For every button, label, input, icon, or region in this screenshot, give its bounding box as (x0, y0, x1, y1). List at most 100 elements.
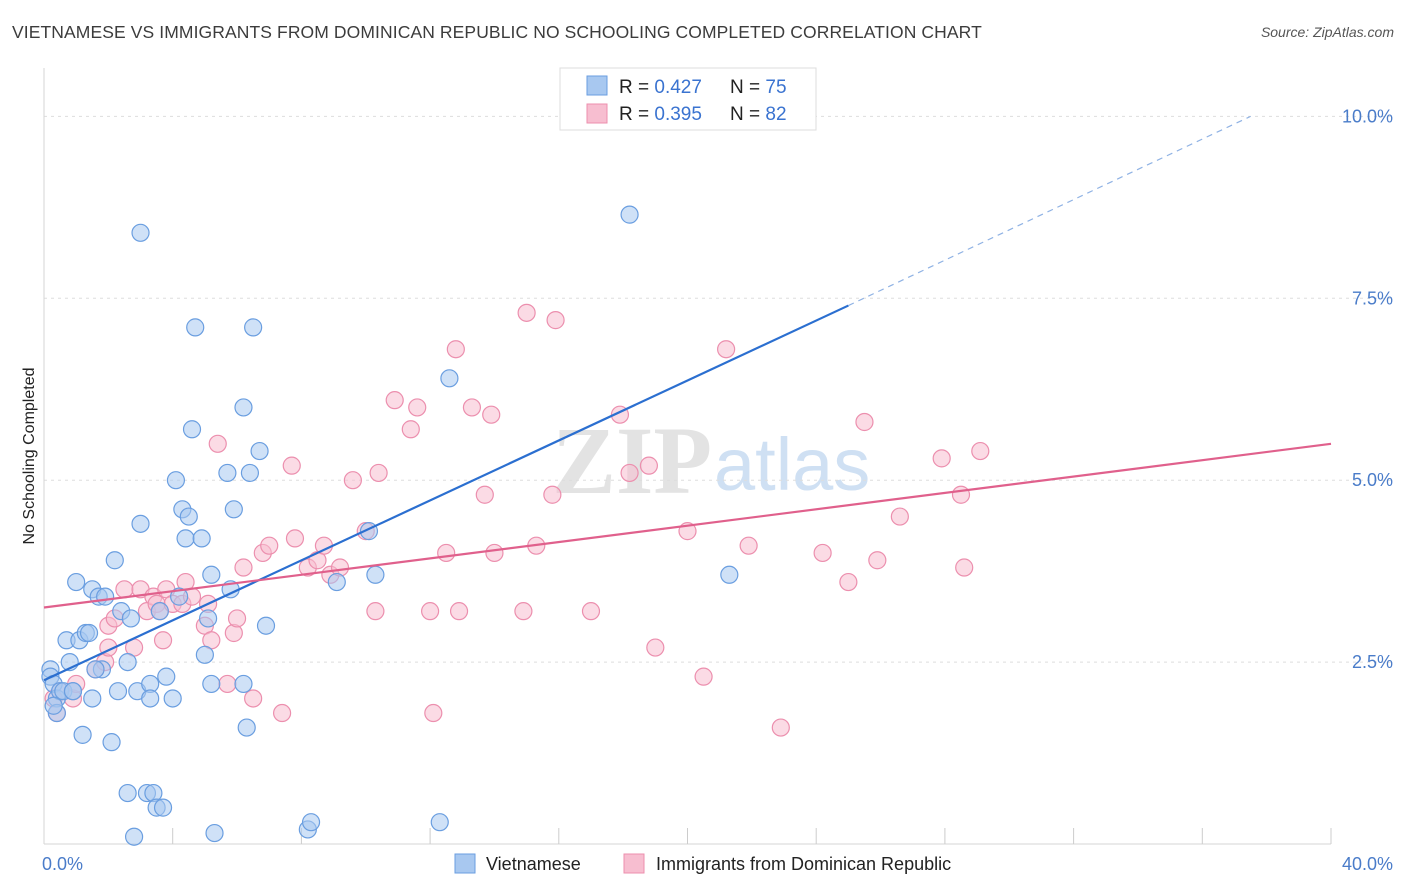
dominican-point (272, 703, 292, 723)
bottom-legend-swatch-dominican (623, 853, 645, 874)
dominican-point (437, 543, 456, 563)
vietnamese-point (83, 689, 102, 708)
vietnamese-point (163, 689, 182, 708)
vietnamese-point (131, 514, 150, 533)
legend-swatch-dominican (586, 103, 608, 124)
dominican-point (646, 638, 665, 657)
dominican-point (739, 536, 758, 555)
watermark-zip: ZIP (552, 407, 712, 514)
dominican-point (424, 703, 443, 723)
chart-title: VIETNAMESE VS IMMIGRANTS FROM DOMINICAN … (12, 22, 982, 42)
vietnamese-point (720, 565, 739, 584)
vietnamese-point (96, 587, 115, 606)
vietnamese-point (440, 369, 459, 388)
vietnamese-point (166, 471, 186, 490)
vietnamese-point (186, 318, 205, 337)
dominican-point (717, 340, 736, 359)
dominican-point (153, 631, 173, 650)
trend-line-vietnamese (43, 304, 849, 682)
dominican-point (369, 463, 388, 483)
trend-line-vietnamese-extension (848, 115, 1251, 307)
vietnamese-point (79, 623, 99, 643)
grid (44, 115, 1393, 663)
legend-r-value-2: 0.395 (654, 104, 702, 125)
vietnamese-point (63, 682, 83, 701)
dominican-point (385, 391, 404, 410)
vietnamese-point (86, 660, 105, 679)
dominican-point (285, 529, 305, 548)
trend-line-dominican (43, 442, 1332, 609)
dominican-point (462, 398, 482, 417)
dominican-point (514, 602, 533, 621)
dominican-point (244, 689, 263, 708)
x-tick-label-max: 40.0% (1342, 854, 1393, 874)
dominican-point (971, 441, 990, 461)
dominican-point (282, 456, 301, 475)
legend-n-value-1: 75 (765, 77, 786, 98)
series-legend: Vietnamese Immigrants from Dominican Rep… (454, 853, 951, 874)
vietnamese-point (430, 813, 449, 832)
dominican-point (639, 456, 658, 475)
dominican-point (446, 340, 465, 359)
y-axis-label: No Schooling Completed (21, 368, 38, 545)
dominican-point (839, 572, 858, 592)
vietnamese-point (301, 813, 321, 832)
vietnamese-point (218, 463, 237, 483)
vietnamese-point (118, 783, 137, 803)
dominican-point (218, 674, 237, 694)
dominican-point (343, 471, 362, 490)
vietnamese-point (244, 318, 263, 337)
bottom-legend-swatch-vietnamese (454, 853, 476, 874)
svg-text:R = 0.427: R = 0.427 (619, 77, 702, 98)
dominican-point (485, 543, 504, 563)
dominican-point (408, 398, 427, 417)
legend-swatch-vietnamese (586, 75, 608, 96)
vietnamese-point (366, 565, 385, 584)
vietnamese-point (237, 718, 256, 737)
y-tick-label: 2.5% (1352, 652, 1393, 672)
vietnamese-point (179, 507, 198, 526)
legend-n-value-2: 82 (765, 104, 786, 125)
dominican-point (115, 580, 134, 599)
bottom-legend-label-vietnamese: Vietnamese (486, 854, 581, 874)
vietnamese-point (118, 652, 137, 672)
x-ticks (172, 828, 1332, 844)
y-tick-labels: 2.5% 5.0% 7.5% 10.0% (1342, 106, 1393, 672)
vietnamese-point (73, 725, 92, 744)
vietnamese-point (124, 827, 144, 846)
dominican-point (475, 485, 494, 504)
legend-r-label-1: R = (619, 77, 654, 98)
vietnamese-point (170, 587, 189, 606)
y-tick-label: 7.5% (1352, 288, 1393, 308)
vietnamese-point (141, 689, 160, 708)
vietnamese-point (131, 223, 150, 242)
dominican-point (234, 558, 253, 577)
vietnamese-point (198, 609, 218, 628)
vietnamese-point (102, 733, 121, 752)
vietnamese-point (153, 798, 173, 817)
x-tick-label-min: 0.0% (42, 854, 83, 874)
vietnamese-point (256, 616, 276, 635)
y-tick-label: 10.0% (1342, 106, 1393, 126)
vietnamese-point (234, 674, 253, 694)
dominican-point (932, 449, 951, 468)
vietnamese-point (205, 823, 224, 843)
dominican-point (546, 311, 565, 330)
legend-r-label-2: R = (619, 104, 654, 125)
vietnamese-point (108, 682, 128, 701)
dominican-point (401, 420, 420, 439)
vietnamese-point (620, 205, 639, 224)
trend-lines (43, 115, 1332, 682)
legend-n-label-1: N = (730, 77, 765, 98)
dominican-point (260, 536, 279, 555)
dominican-point (955, 558, 974, 577)
dominican-point (208, 434, 227, 453)
source-label: Source: ZipAtlas.com (1260, 24, 1394, 40)
svg-text:N = 75: N = 75 (730, 77, 787, 98)
dominican-point (951, 485, 971, 504)
dominican-point (449, 602, 469, 621)
vietnamese-point (202, 674, 221, 694)
vietnamese-point (44, 696, 63, 715)
stats-legend: R = 0.427 N = 75 R = 0.395 N = 82 (559, 67, 817, 131)
